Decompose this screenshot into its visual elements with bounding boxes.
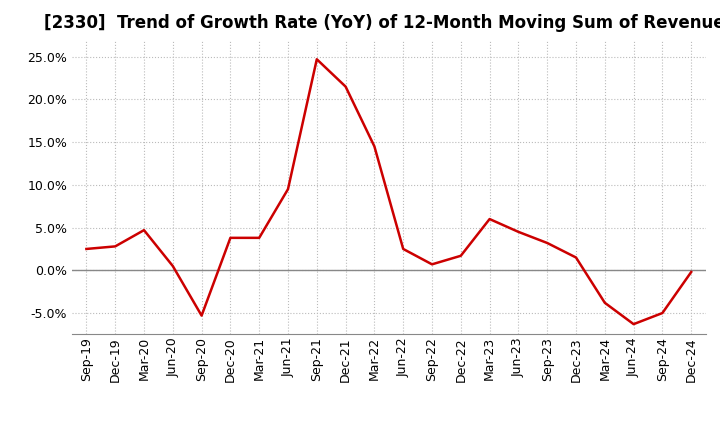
- Title: [2330]  Trend of Growth Rate (YoY) of 12-Month Moving Sum of Revenues: [2330] Trend of Growth Rate (YoY) of 12-…: [43, 15, 720, 33]
